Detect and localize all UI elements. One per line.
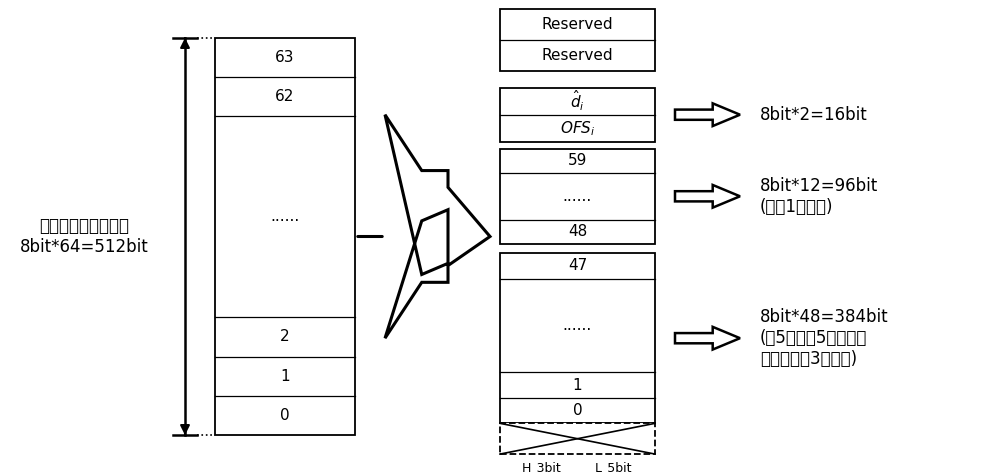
Text: 62: 62	[275, 89, 295, 104]
Text: 8bit*12=96bit
(用于1位扩展): 8bit*12=96bit (用于1位扩展)	[760, 177, 878, 216]
Text: 1: 1	[280, 369, 290, 384]
Bar	[500, 253, 655, 423]
Text: 48: 48	[568, 224, 587, 239]
Text: ......: ......	[563, 189, 592, 204]
Text: $\hat{d}_i$: $\hat{d}_i$	[570, 89, 585, 114]
Bar	[500, 9, 655, 71]
Text: 63: 63	[275, 50, 295, 65]
Bar	[500, 88, 655, 142]
Bar	[215, 38, 355, 435]
Text: Reserved: Reserved	[542, 18, 613, 32]
Polygon shape	[675, 185, 740, 208]
Text: L_5bit: L_5bit	[594, 461, 632, 473]
Text: Reserved: Reserved	[542, 48, 613, 63]
Text: 1: 1	[573, 377, 582, 393]
Text: $OFS_i$: $OFS_i$	[560, 119, 595, 138]
Polygon shape	[385, 115, 490, 338]
Text: H_3bit: H_3bit	[522, 461, 562, 473]
Text: 47: 47	[568, 258, 587, 273]
Bar	[500, 149, 655, 244]
Bar	[500, 423, 655, 454]
Text: 59: 59	[568, 153, 587, 168]
Text: ......: ......	[270, 210, 300, 224]
Text: 2: 2	[280, 329, 290, 344]
Polygon shape	[675, 104, 740, 126]
Text: 0: 0	[573, 403, 582, 418]
Polygon shape	[675, 327, 740, 350]
Text: ......: ......	[563, 318, 592, 333]
Text: 8bit*48=384bit
(低5位用于5位扩展、
高三位用于3位扩展): 8bit*48=384bit (低5位用于5位扩展、 高三位用于3位扩展)	[760, 308, 889, 368]
Text: 用于位扩展存储区：
8bit*64=512bit: 用于位扩展存储区： 8bit*64=512bit	[20, 217, 149, 256]
Text: 0: 0	[280, 408, 290, 423]
Text: 8bit*2=16bit: 8bit*2=16bit	[760, 105, 868, 124]
